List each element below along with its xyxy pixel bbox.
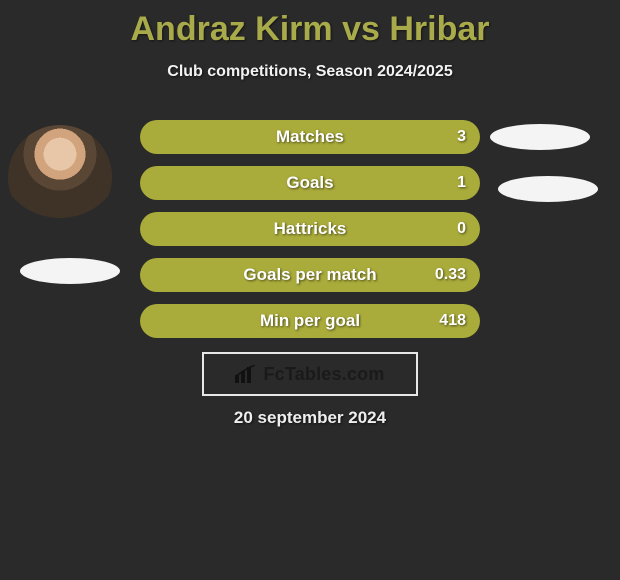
page-title: Andraz Kirm vs Hribar xyxy=(0,0,620,49)
player-shadow-left xyxy=(20,258,120,284)
stat-label: Min per goal xyxy=(140,311,480,331)
snapshot-date: 20 september 2024 xyxy=(0,408,620,428)
stat-bar-hattricks: Hattricks 0 xyxy=(140,212,480,246)
player-shadow-right-1 xyxy=(490,124,590,150)
stats-bars: Matches 3 Goals 1 Hattricks 0 Goals per … xyxy=(140,120,480,350)
stat-bar-goals-per-match: Goals per match 0.33 xyxy=(140,258,480,292)
player-avatar-left xyxy=(8,125,112,229)
stat-label: Hattricks xyxy=(140,219,480,239)
stat-label: Goals per match xyxy=(140,265,480,285)
player-shadow-right-2 xyxy=(498,176,598,202)
stat-value: 0.33 xyxy=(435,266,466,284)
stat-bar-matches: Matches 3 xyxy=(140,120,480,154)
stat-value: 418 xyxy=(439,312,466,330)
stat-label: Matches xyxy=(140,127,480,147)
stat-value: 0 xyxy=(457,220,466,238)
stat-label: Goals xyxy=(140,173,480,193)
stat-bar-min-per-goal: Min per goal 418 xyxy=(140,304,480,338)
season-subtitle: Club competitions, Season 2024/2025 xyxy=(0,63,620,81)
brand-text: FcTables.com xyxy=(263,364,384,385)
bars-icon xyxy=(235,365,257,383)
stat-bar-goals: Goals 1 xyxy=(140,166,480,200)
stat-value: 1 xyxy=(457,174,466,192)
stat-value: 3 xyxy=(457,128,466,146)
brand-box[interactable]: FcTables.com xyxy=(202,352,418,396)
